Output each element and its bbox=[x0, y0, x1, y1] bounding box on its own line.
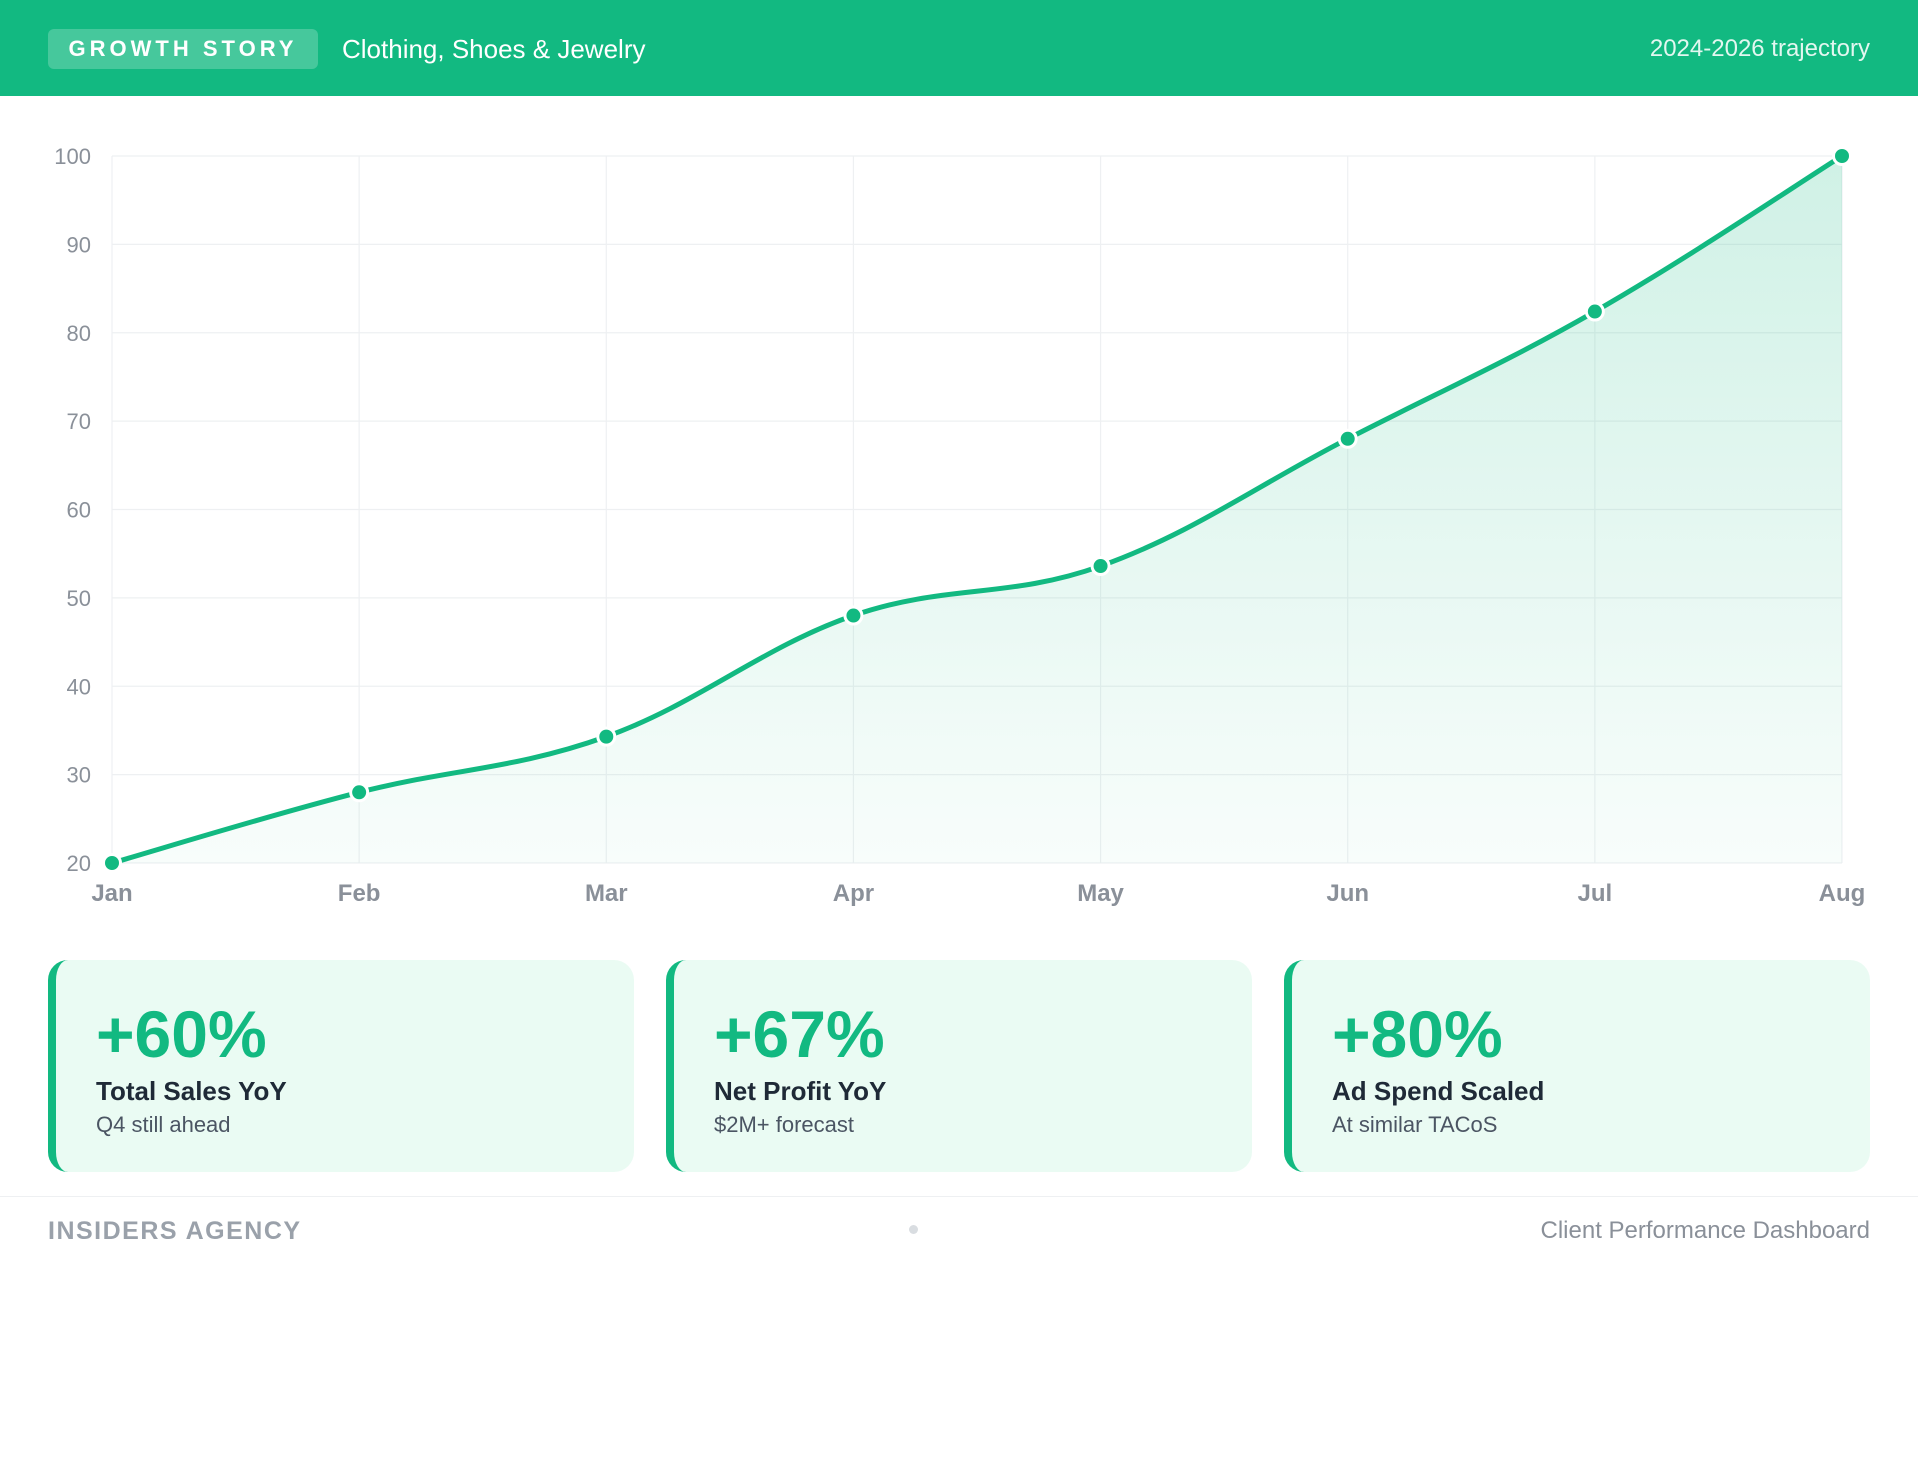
x-tick-label: Jun bbox=[1326, 880, 1369, 907]
kpi-value: +67% bbox=[714, 997, 885, 1071]
kpi-value: +60% bbox=[96, 997, 267, 1071]
kpi-value: +80% bbox=[1332, 997, 1503, 1071]
x-tick-label: Mar bbox=[585, 880, 628, 907]
data-point bbox=[596, 726, 617, 747]
data-point bbox=[1337, 428, 1358, 449]
data-point bbox=[102, 853, 122, 873]
kpi-label: Net Profit YoY bbox=[714, 1076, 887, 1106]
agency-brand: INSIDERS AGENCY bbox=[48, 1217, 302, 1245]
footer-divider bbox=[0, 1196, 1918, 1197]
section-badge: GROWTH STORY bbox=[48, 29, 318, 69]
footer-dot bbox=[909, 1225, 918, 1234]
kpi-card-net-profit: +67% Net Profit YoY $2M+ forecast bbox=[666, 960, 1252, 1172]
data-point bbox=[843, 605, 864, 626]
y-tick-label: 20 bbox=[67, 851, 91, 876]
y-tick-label: 80 bbox=[67, 321, 91, 346]
y-tick-label: 40 bbox=[67, 674, 91, 699]
chart-points bbox=[102, 146, 1852, 873]
category-title: Clothing, Shoes & Jewelry bbox=[342, 34, 646, 64]
data-point bbox=[349, 782, 370, 803]
y-tick-label: 30 bbox=[67, 763, 91, 788]
y-tick-label: 100 bbox=[54, 144, 91, 169]
kpi-sublabel: $2M+ forecast bbox=[714, 1112, 855, 1137]
kpi-sublabel: Q4 still ahead bbox=[96, 1112, 231, 1137]
dashboard-label: Client Performance Dashboard bbox=[1540, 1217, 1871, 1244]
kpi-card-ad-spend: +80% Ad Spend Scaled At similar TACoS bbox=[1284, 960, 1870, 1172]
data-point bbox=[1584, 301, 1605, 322]
series-line bbox=[109, 153, 1845, 866]
header-bar: GROWTH STORY Clothing, Shoes & Jewelry 2… bbox=[0, 0, 1918, 96]
x-tick-label: Apr bbox=[833, 880, 874, 907]
y-tick-label: 60 bbox=[67, 498, 91, 523]
date-range: 2024-2026 trajectory bbox=[1649, 35, 1870, 62]
x-tick-label: Aug bbox=[1819, 880, 1866, 907]
chart-line bbox=[109, 153, 1845, 866]
growth-chart: 20 30 40 50 60 70 80 90 100 Jan Feb Mar Apr May Jun Jul… bbox=[54, 144, 1865, 907]
kpi-label: Ad Spend Scaled bbox=[1332, 1076, 1545, 1106]
chart-area bbox=[112, 156, 1842, 863]
x-tick-label: May bbox=[1077, 880, 1124, 907]
x-tick-label: Jan bbox=[91, 880, 132, 907]
x-tick-label: Feb bbox=[338, 880, 381, 907]
x-tick-label: Jul bbox=[1578, 880, 1613, 907]
kpi-sublabel: At similar TACoS bbox=[1332, 1112, 1498, 1137]
y-tick-label: 70 bbox=[67, 409, 91, 434]
kpi-label: Total Sales YoY bbox=[96, 1076, 287, 1106]
y-tick-label: 90 bbox=[67, 232, 91, 257]
data-point bbox=[1832, 146, 1852, 166]
chart-tick-labels: 20 30 40 50 60 70 80 90 100 Jan Feb Mar Apr May Jun Jul… bbox=[54, 144, 1865, 907]
kpi-card-total-sales: +60% Total Sales YoY Q4 still ahead bbox=[48, 960, 634, 1172]
data-point bbox=[1090, 556, 1111, 577]
series-area-fill bbox=[112, 156, 1842, 863]
y-tick-label: 50 bbox=[67, 586, 91, 611]
